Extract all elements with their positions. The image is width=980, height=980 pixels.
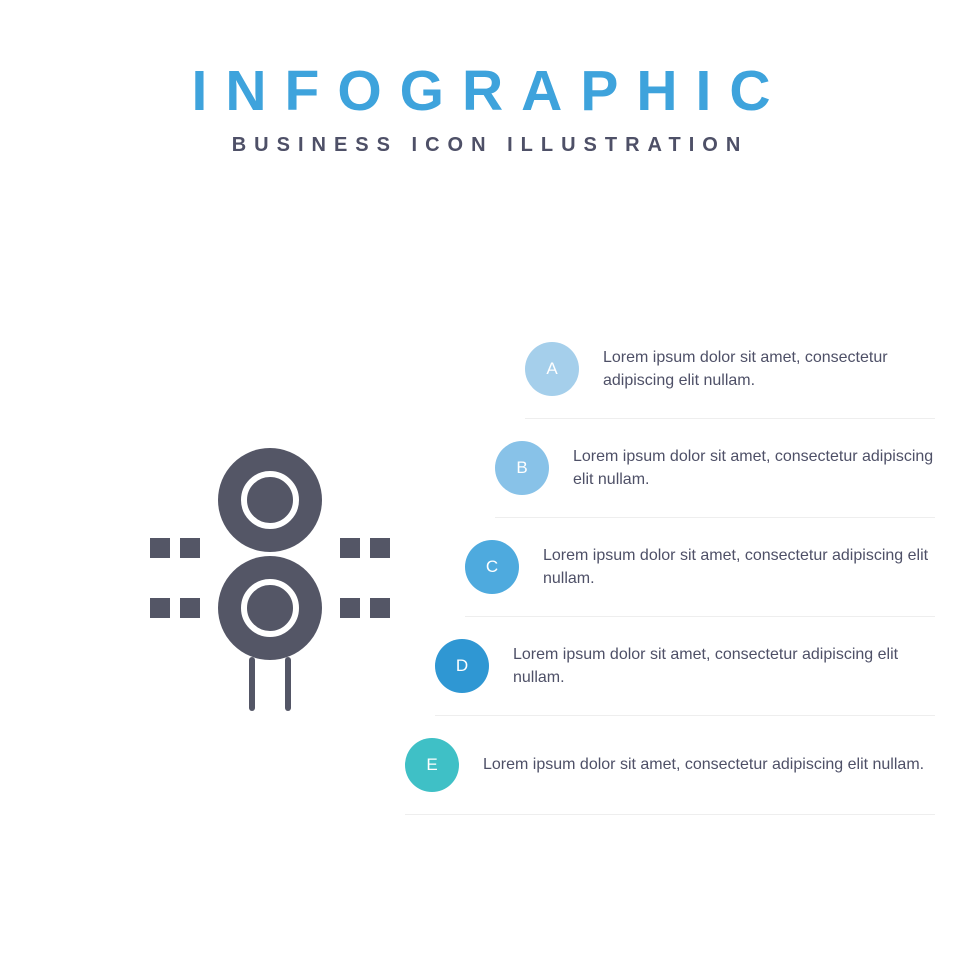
option-text: Lorem ipsum dolor sit amet, consectetur … [543, 544, 935, 590]
option-text: Lorem ipsum dolor sit amet, consectetur … [513, 643, 935, 689]
option-badge-c: C [465, 540, 519, 594]
options-list: A Lorem ipsum dolor sit amet, consectetur… [465, 320, 935, 815]
option-badge-d: D [435, 639, 489, 693]
page-title: INFOGRAPHIC [0, 58, 980, 124]
option-text: Lorem ipsum dolor sit amet, consectetur … [603, 346, 935, 392]
option-text: Lorem ipsum dolor sit amet, consectetur … [573, 445, 935, 491]
header: INFOGRAPHIC BUSINESS ICON ILLUSTRATION [0, 0, 980, 157]
option-badge-b: B [495, 441, 549, 495]
list-item: A Lorem ipsum dolor sit amet, consectetur… [525, 320, 935, 419]
list-item: E Lorem ipsum dolor sit amet, consectetur… [405, 716, 935, 815]
option-badge-a: A [525, 342, 579, 396]
main-icon [120, 430, 420, 750]
list-item: B Lorem ipsum dolor sit amet, consectetur… [495, 419, 935, 518]
option-badge-e: E [405, 738, 459, 792]
content: A Lorem ipsum dolor sit amet, consectetur… [0, 330, 980, 930]
page-subtitle: BUSINESS ICON ILLUSTRATION [0, 134, 980, 157]
option-text: Lorem ipsum dolor sit amet, consectetur … [483, 753, 935, 776]
list-item: D Lorem ipsum dolor sit amet, consectetur… [435, 617, 935, 716]
list-item: C Lorem ipsum dolor sit amet, consectetur… [465, 518, 935, 617]
